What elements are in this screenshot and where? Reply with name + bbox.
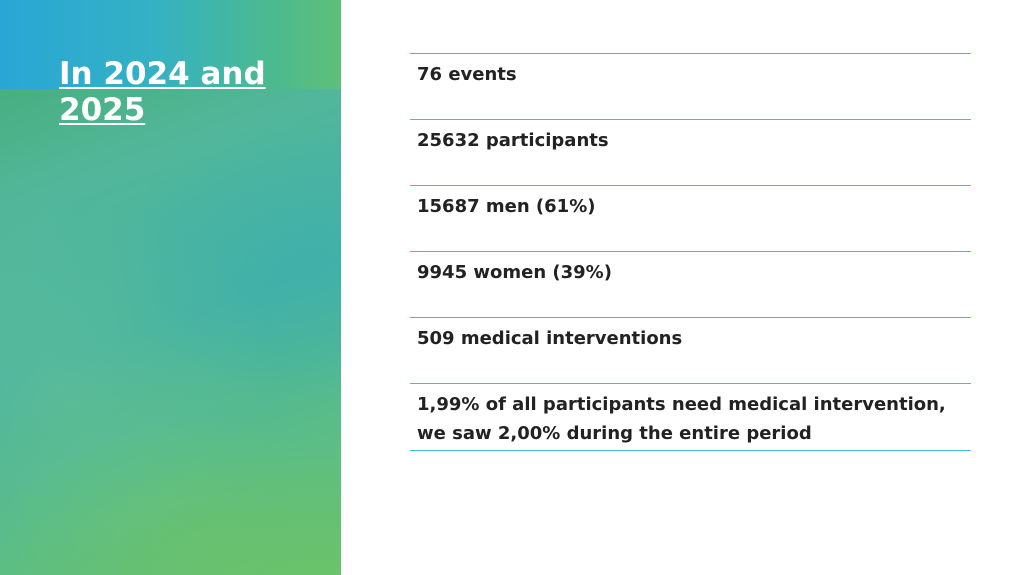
stat-row-participants: 25632 participants xyxy=(410,120,971,186)
stat-row-events: 76 events xyxy=(410,54,971,120)
stat-medical-interventions-text: 509 medical interventions xyxy=(417,328,683,349)
stats-list: 76 events 25632 participants 15687 men (… xyxy=(410,53,971,451)
panel-texture xyxy=(0,0,341,575)
stat-men-text: 15687 men (61%) xyxy=(417,196,596,217)
stat-intervention-rate-text: 1,99% of all participants need medical i… xyxy=(417,394,946,444)
stat-row-intervention-rate: 1,99% of all participants need medical i… xyxy=(410,384,971,451)
slide-title[interactable]: In 2024 and 2025 xyxy=(59,56,266,128)
stat-row-men: 15687 men (61%) xyxy=(410,186,971,252)
panel-top-band xyxy=(0,0,341,89)
stat-row-women: 9945 women (39%) xyxy=(410,252,971,318)
stat-events-text: 76 events xyxy=(417,64,517,85)
gradient-side-panel: In 2024 and 2025 xyxy=(0,0,341,575)
stat-participants-text: 25632 participants xyxy=(417,130,609,151)
stat-row-medical-interventions: 509 medical interventions xyxy=(410,318,971,384)
stat-women-text: 9945 women (39%) xyxy=(417,262,612,283)
